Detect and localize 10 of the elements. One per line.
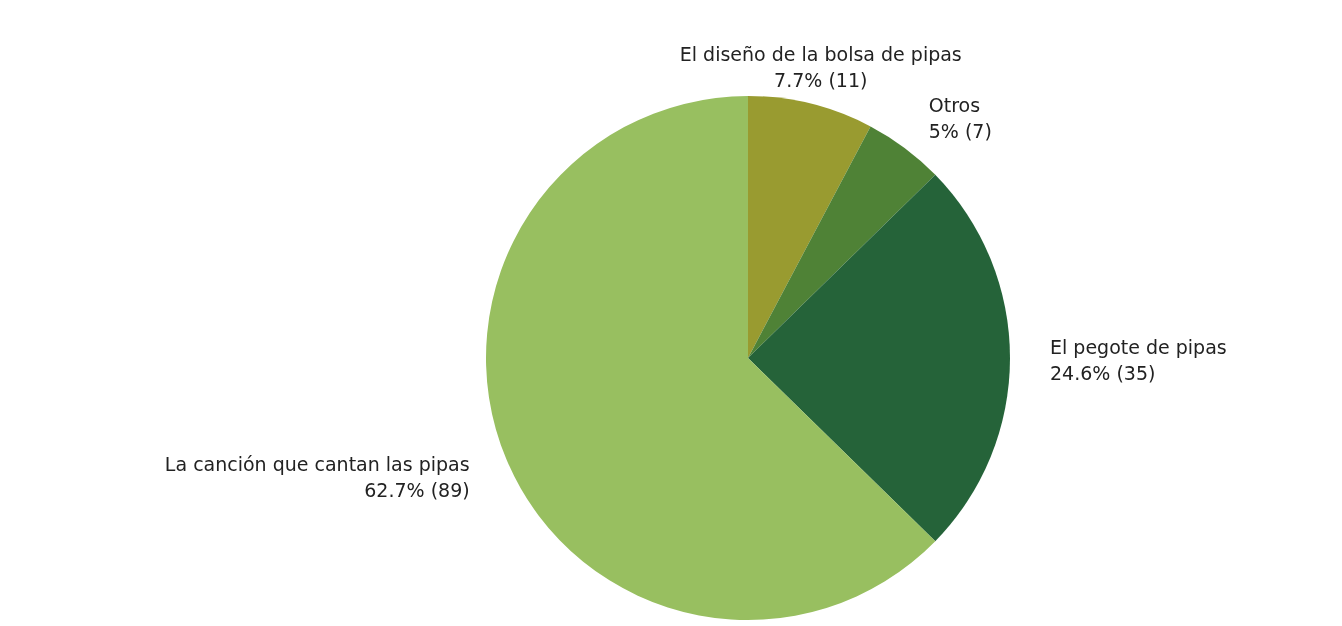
data-label: 62.7% (89): [364, 479, 470, 502]
pie-slice: [748, 174, 1010, 542]
data-label: 5% (7): [928, 120, 992, 143]
slice-label: Otros: [928, 94, 981, 117]
slice-label: La canción que cantan las pipas: [164, 453, 470, 476]
data-label: 7.7% (11): [774, 68, 868, 91]
data-label: 24.6% (35): [1050, 362, 1156, 384]
pie-slice: [748, 96, 871, 358]
slice-label: El pegote de pipas: [1050, 336, 1227, 358]
slice-label: El diseño de la bolsa de pipas: [679, 42, 962, 65]
